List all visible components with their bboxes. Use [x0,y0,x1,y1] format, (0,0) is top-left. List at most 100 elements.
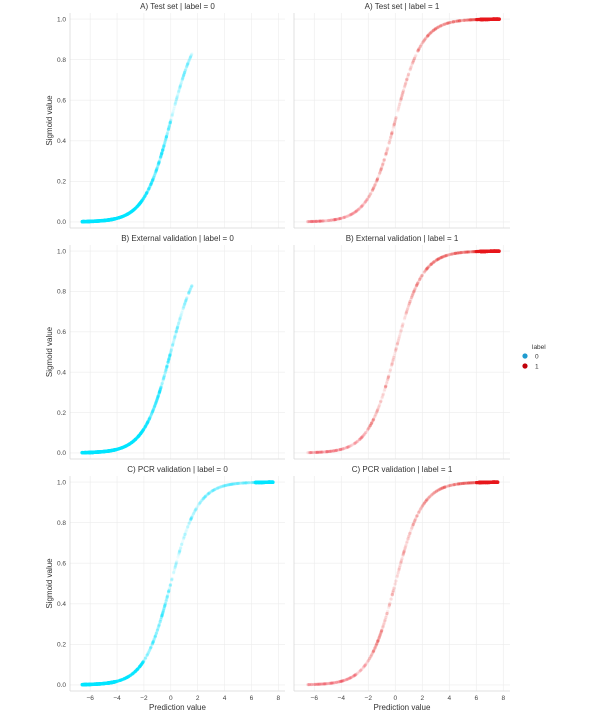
data-point [154,169,158,174]
data-point [161,609,165,614]
data-point [410,62,414,66]
data-point [380,163,385,167]
data-point [318,219,322,223]
data-point [382,157,386,161]
data-point [167,124,171,128]
y-tick-label: 0.6 [57,329,66,336]
data-point [384,151,388,156]
data-point [349,212,354,216]
data-point [176,92,180,97]
data-point [144,423,148,427]
data-point [178,86,182,90]
data-point [312,219,316,224]
panel-4: B) External validation | label = 1 [293,234,510,460]
data-point [327,218,331,223]
data-point [162,144,166,148]
data-point [186,60,190,65]
data-point [185,62,190,67]
data-point [185,65,189,69]
data-point [102,218,106,223]
data-point [321,682,325,686]
data-point [473,18,477,22]
data-point [133,207,137,211]
data-point [446,21,450,25]
data-point [154,169,158,173]
data-point [138,202,142,206]
data-point [133,206,137,211]
data-point [391,126,395,130]
data-point [173,102,177,106]
y-tick-label: 0.0 [57,682,66,689]
data-point [132,207,137,211]
data-point [183,70,187,74]
data-point [372,186,376,190]
data-point [472,18,476,22]
data-point [312,219,316,224]
data-point [141,660,145,664]
data-point [411,60,415,64]
data-point [185,64,189,68]
data-point [452,20,456,24]
data-point [342,215,346,220]
data-point [158,155,163,159]
data-point [448,483,452,488]
data-point [162,144,166,148]
data-point [168,119,173,124]
data-point [464,18,469,22]
data-point [362,201,366,205]
data-point [311,450,315,455]
data-point [110,217,114,222]
data-point [140,199,144,203]
data-point [142,195,146,199]
data-point [384,151,388,155]
data-point [357,207,361,211]
data-point [175,95,179,100]
data-point [130,209,134,214]
data-point [381,392,385,396]
data-point [225,483,229,487]
data-point [333,218,337,222]
data-point [346,214,350,218]
data-point [140,198,144,203]
data-point [307,682,311,687]
data-point [384,613,389,617]
data-point [152,174,156,178]
data-point [470,18,474,22]
data-point [212,488,216,492]
data-point [465,18,469,22]
data-point [149,412,154,416]
data-point [338,217,342,221]
data-point [463,250,468,254]
data-point [401,90,405,95]
data-point [367,195,371,199]
data-point [350,212,354,216]
data-point [134,206,138,210]
data-point [436,25,440,29]
data-point [346,214,350,218]
data-point [181,305,186,309]
data-point [136,666,141,670]
data-point [130,209,134,213]
data-point [169,118,173,122]
data-point [407,534,411,538]
data-point [143,194,147,199]
data-point [186,62,190,66]
data-point [149,182,153,186]
data-point [148,184,152,188]
data-point [169,118,173,123]
data-point [124,213,128,217]
data-point [353,210,357,214]
data-point [181,74,186,78]
data-point [375,178,379,183]
data-point [462,18,466,22]
data-point [470,250,474,254]
data-point [421,40,425,45]
data-point [451,20,455,24]
data-point [143,194,147,198]
data-point [379,399,383,403]
x-tick-label: 6 [474,695,478,702]
data-point [151,178,155,182]
data-point [177,89,181,93]
data-point [152,174,156,178]
data-point [361,203,365,207]
